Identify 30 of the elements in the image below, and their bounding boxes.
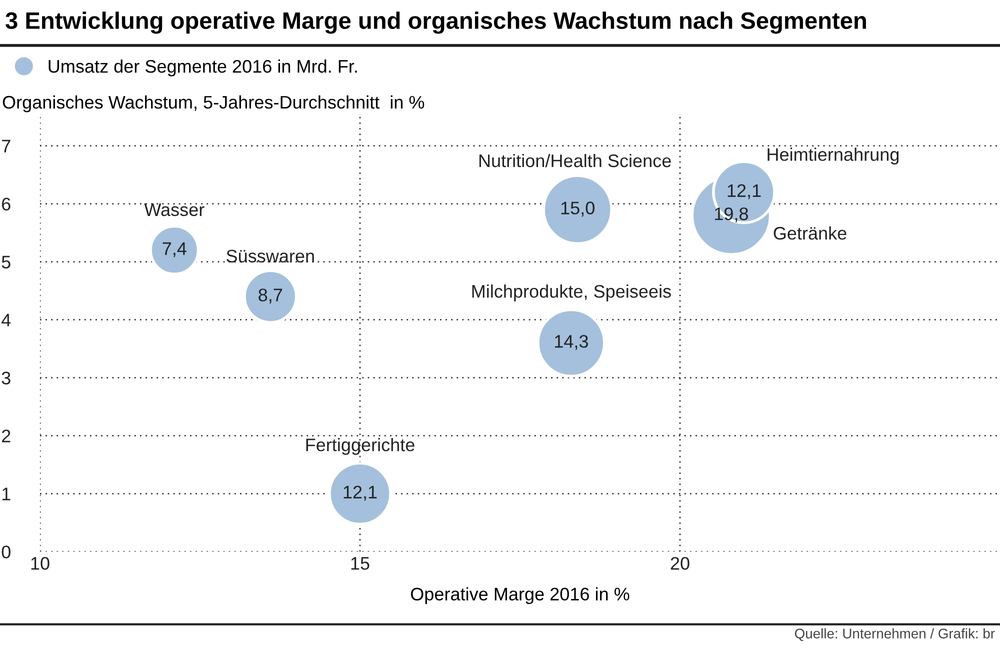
annotation: Fertiggerichte (306, 438, 414, 455)
y-tick-label: 1 (2, 488, 10, 500)
data-label: 19,8 (715, 207, 748, 222)
y-tick-label: 0 (2, 546, 10, 558)
data-label: 8,7 (258, 288, 282, 304)
x-tick-label: 20 (670, 556, 690, 570)
data-label: 12,1 (344, 486, 377, 501)
y-tick-label: 7 (2, 140, 10, 152)
y-tick-label: 2 (2, 430, 10, 442)
legend-label: Umsatz der Segmente 2016 in Mrd. Fr. (48, 60, 357, 76)
annotation: Wasser (144, 204, 204, 216)
data-label: 14,3 (555, 334, 588, 350)
x-axis-title: Operative Marge 2016 in % (410, 587, 630, 604)
chart-title: 3 Entwicklung operative Marge und organisches Wachstum nach Segmenten (6, 12, 866, 34)
y-tick-label: 3 (2, 372, 10, 384)
y-tick-label: 5 (2, 256, 10, 268)
source-note: Quelle: Unternehmen / Grafik: br (794, 628, 995, 641)
data-label: 7,4 (162, 242, 186, 258)
annotation: Nutrition/Health Science (479, 154, 671, 168)
data-label: 15,0 (561, 202, 594, 217)
x-tick-label: 10 (31, 556, 50, 570)
annotation: Getränke (774, 226, 846, 240)
data-label: 12,1 (728, 184, 761, 200)
annotation: Milchprodukte, Speiseeis (472, 284, 671, 302)
y-axis-title: Organisches Wachstum, 5-Jahres-Durchschnitt in % (2, 95, 424, 112)
annotation: Süsswaren (226, 250, 314, 263)
annotation: Heimtiernahrung (768, 148, 899, 164)
y-tick-label: 4 (2, 314, 11, 326)
y-tick-label: 6 (2, 198, 10, 211)
x-tick-label: 15 (351, 557, 370, 570)
